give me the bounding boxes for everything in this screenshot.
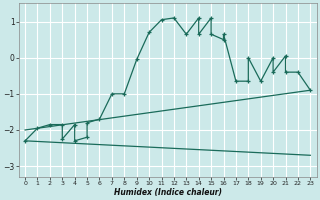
X-axis label: Humidex (Indice chaleur): Humidex (Indice chaleur) (114, 188, 222, 197)
